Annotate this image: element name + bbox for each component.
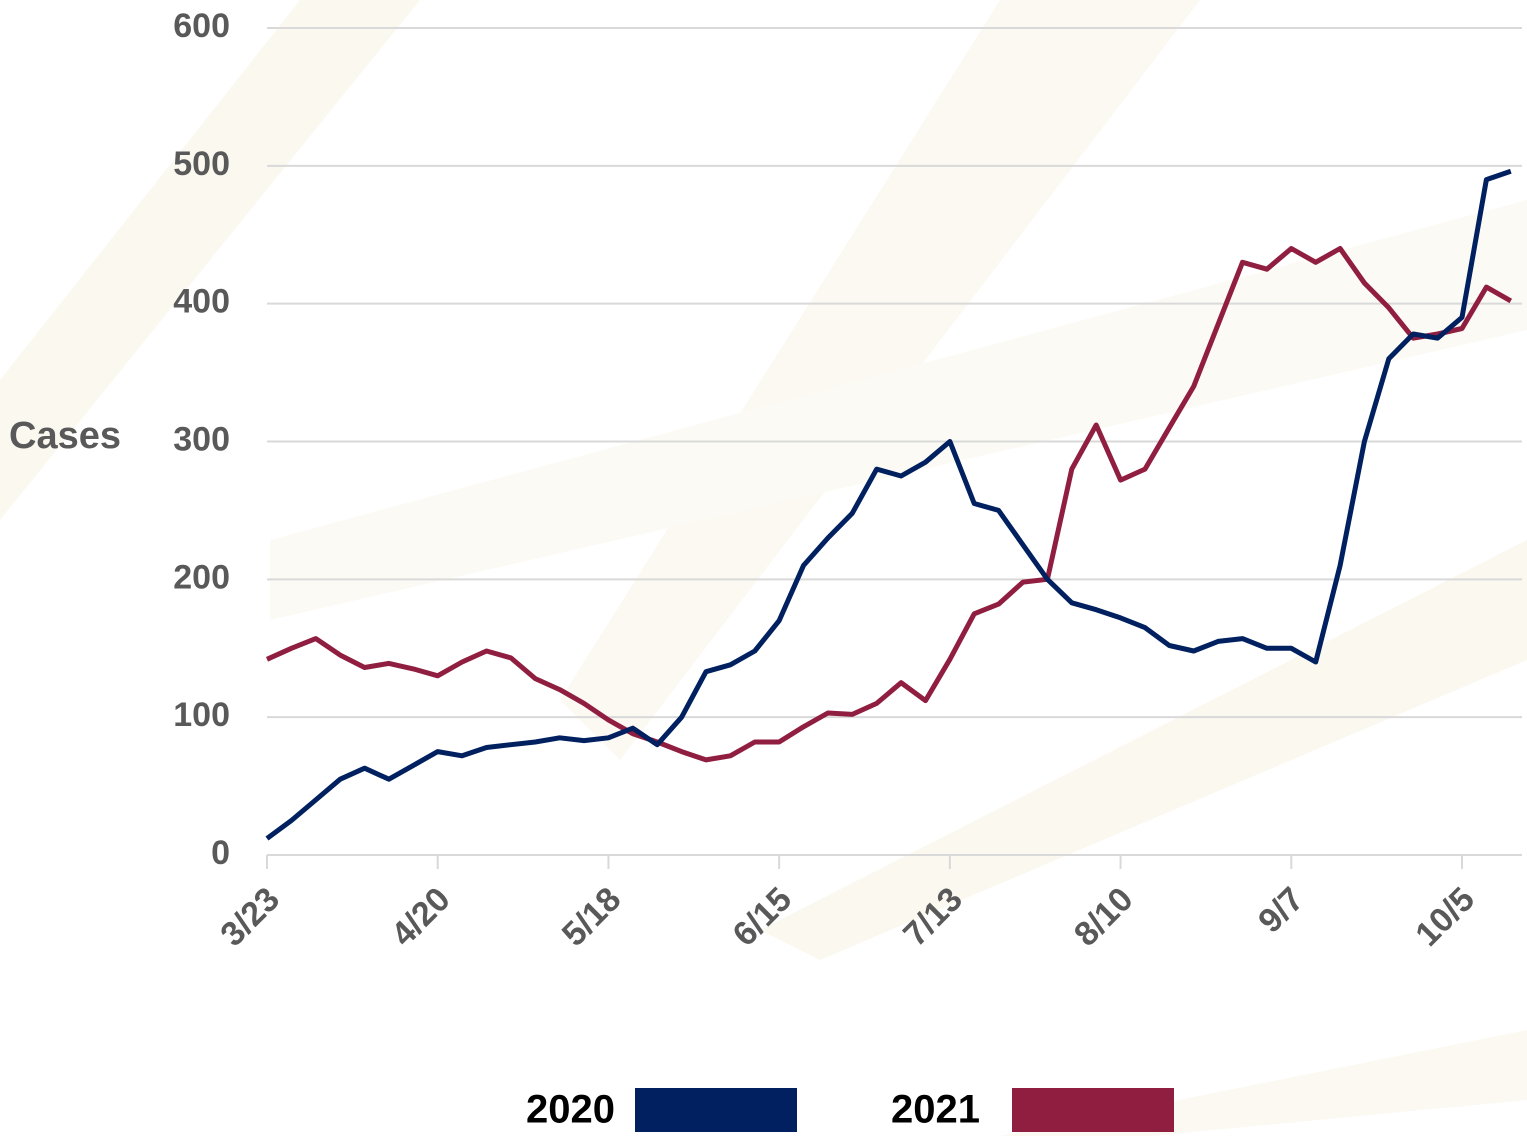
legend-label: 2021 — [891, 1088, 980, 1132]
y-axis-label: Cases — [9, 415, 121, 457]
legend-swatch — [1012, 1088, 1174, 1132]
x-tick-label: 10/5 — [1408, 880, 1482, 954]
line-series — [265, 246, 1513, 763]
x-tick-label: 3/23 — [213, 880, 287, 954]
x-tick-label: 8/10 — [1067, 880, 1141, 954]
legend-swatch — [635, 1088, 797, 1132]
x-tick-label: 4/20 — [384, 880, 458, 954]
y-tick-label: 600 — [173, 7, 230, 45]
y-tick-label: 200 — [173, 558, 230, 596]
y-tick-label: 0 — [211, 834, 230, 872]
y-tick-label: 100 — [173, 696, 230, 734]
x-tick-label: 9/7 — [1251, 880, 1311, 940]
y-tick-label: 300 — [173, 420, 230, 458]
legend-label: 2020 — [526, 1088, 615, 1132]
line-series — [265, 168, 1512, 841]
x-tick-label: 5/18 — [555, 880, 629, 954]
y-tick-label: 400 — [173, 283, 230, 321]
y-tick-label: 500 — [173, 145, 230, 183]
